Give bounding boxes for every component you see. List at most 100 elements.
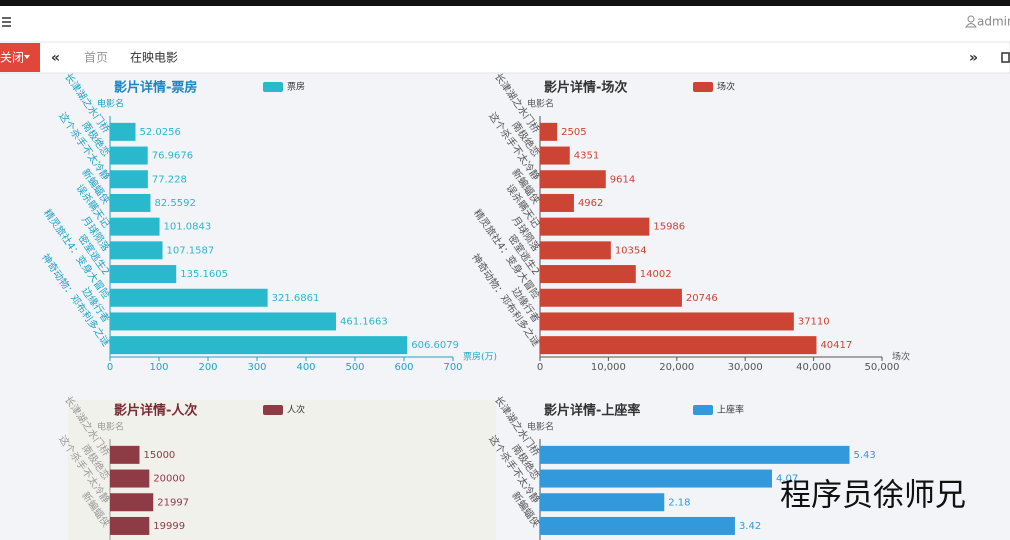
watermark: 程序员徐师兄	[780, 478, 966, 514]
value-label: 20000	[153, 474, 185, 485]
value-label: 15986	[653, 222, 685, 233]
user-icon[interactable]	[965, 15, 977, 28]
x-tick-label: 40,000	[796, 362, 831, 373]
value-label: 21997	[157, 497, 189, 508]
x-tick-label: 500	[345, 362, 364, 373]
y-axis-name: 电影名	[527, 421, 554, 433]
legend-swatch	[263, 82, 283, 92]
bar	[540, 288, 682, 307]
bar	[540, 493, 665, 512]
bar	[110, 122, 136, 141]
x-tick-label: 0	[107, 362, 113, 373]
value-label: 15000	[143, 450, 175, 461]
fullscreen-icon[interactable]	[1001, 52, 1010, 63]
value-label: 4351	[574, 151, 599, 162]
chart-title: 影片详情-票房	[114, 80, 197, 96]
value-label: 5.43	[854, 450, 876, 461]
close-label[interactable]: 关闭	[0, 51, 24, 65]
value-label: 4962	[578, 198, 603, 209]
bar	[540, 469, 772, 488]
legend-label: 场次	[717, 81, 735, 93]
bar	[110, 265, 177, 284]
bar	[540, 122, 558, 141]
legend-label: 人次	[287, 404, 305, 416]
value-label: 606.6079	[411, 340, 459, 351]
value-label: 20746	[686, 293, 718, 304]
value-label: 19999	[153, 521, 185, 532]
y-axis-name: 电影名	[97, 421, 124, 433]
tab-bar	[0, 41, 1010, 74]
value-label: 461.1663	[340, 316, 388, 327]
scroll-right[interactable]: »	[969, 50, 978, 66]
bar	[540, 241, 611, 260]
bar	[110, 146, 148, 165]
value-label: 77.228	[152, 174, 187, 185]
user-name[interactable]: admin	[977, 15, 1010, 29]
value-label: 52.0256	[139, 127, 180, 138]
x-tick-label: 10,000	[591, 362, 626, 373]
bar	[110, 493, 154, 512]
x-tick-label: 700	[443, 362, 462, 373]
x-tick-label: 600	[394, 362, 413, 373]
bar	[110, 469, 150, 488]
value-label: 40417	[820, 340, 852, 351]
bar	[540, 193, 574, 212]
x-tick-label: 300	[247, 362, 266, 373]
x-tick-label: 0	[537, 362, 543, 373]
y-axis-name: 电影名	[527, 98, 554, 110]
x-tick-label: 100	[149, 362, 168, 373]
bar	[110, 336, 408, 355]
legend-label: 票房	[287, 81, 305, 93]
value-label: 82.5592	[154, 198, 195, 209]
bar	[540, 217, 650, 236]
value-label: 2.18	[668, 497, 690, 508]
legend-swatch	[693, 82, 713, 92]
bar	[110, 516, 150, 535]
bar	[540, 445, 850, 464]
value-label: 107.1587	[167, 245, 215, 256]
bar	[110, 312, 336, 331]
value-label: 76.9676	[152, 151, 193, 162]
value-label: 4.07	[776, 474, 798, 485]
bar	[110, 445, 140, 464]
legend-swatch	[263, 405, 283, 415]
bar	[540, 336, 817, 355]
value-label: 9614	[610, 174, 635, 185]
caret	[24, 55, 30, 59]
bar	[540, 170, 606, 189]
chart-title: 影片详情-场次	[544, 80, 627, 96]
bar	[540, 516, 735, 535]
bar	[110, 170, 148, 189]
x-axis-name: 场次	[892, 351, 910, 363]
x-tick-label: 20,000	[659, 362, 694, 373]
close-button[interactable]	[0, 43, 40, 72]
value-label: 3.42	[739, 521, 761, 532]
tab[interactable]: 在映电影	[130, 51, 178, 65]
value-label: 37110	[798, 316, 830, 327]
x-tick-label: 400	[296, 362, 315, 373]
bar	[540, 146, 570, 165]
x-tick-label: 30,000	[728, 362, 763, 373]
bar	[540, 312, 794, 331]
value-label: 321.6861	[272, 293, 320, 304]
scroll-left[interactable]: «	[51, 50, 60, 66]
top-strip	[0, 0, 1010, 6]
legend-label: 上座率	[717, 404, 744, 416]
menu-icon[interactable]	[2, 17, 11, 27]
bar	[110, 241, 163, 260]
value-label: 135.1605	[180, 269, 228, 280]
bar	[540, 265, 636, 284]
bar	[110, 217, 160, 236]
value-label: 101.0843	[164, 222, 212, 233]
y-axis-name: 电影名	[97, 98, 124, 110]
bar	[110, 288, 268, 307]
chart-title: 影片详情-人次	[114, 403, 197, 419]
value-label: 14002	[640, 269, 672, 280]
legend-swatch	[693, 405, 713, 415]
tab[interactable]: 首页	[84, 51, 108, 65]
x-axis-name: 票房(万)	[463, 351, 497, 363]
x-tick-label: 200	[198, 362, 217, 373]
value-label: 2505	[561, 127, 586, 138]
